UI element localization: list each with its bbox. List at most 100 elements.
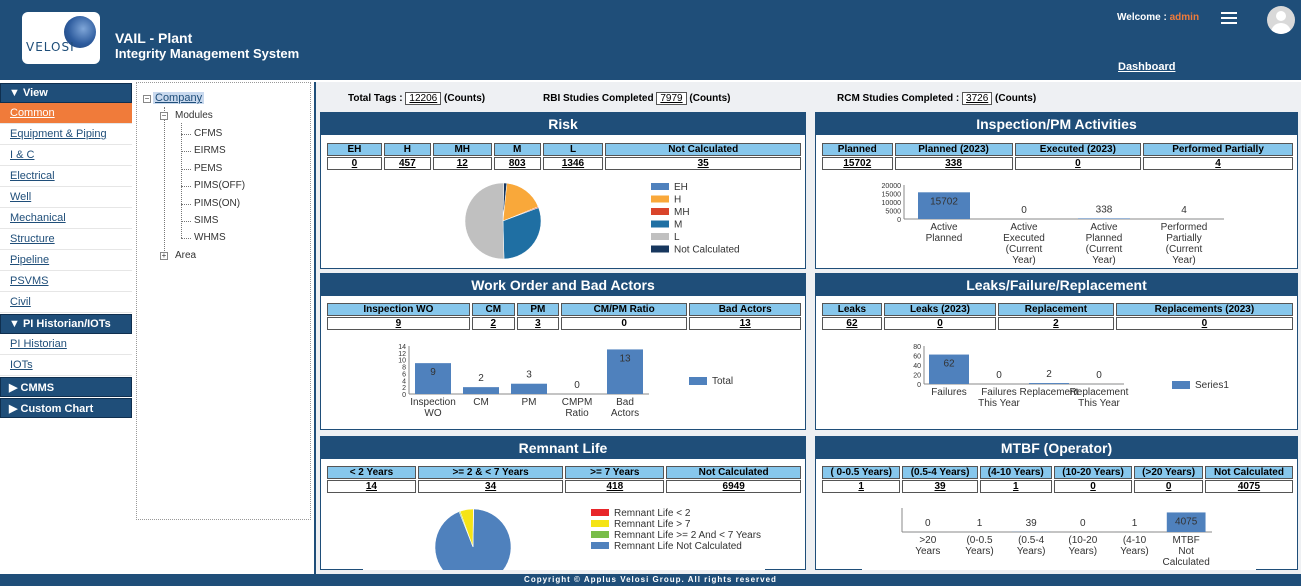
leaks-value[interactable]: 0 [883, 317, 997, 330]
tree-node-module[interactable]: SIMS [194, 215, 219, 226]
nav-item-pipeline[interactable]: Pipeline [0, 250, 132, 271]
risk-value[interactable]: 12 [432, 157, 492, 170]
hamburger-menu-icon[interactable] [1221, 12, 1237, 24]
rcm-value[interactable]: 3726 [962, 92, 993, 105]
asset-tree: − Company − Modules CFMS EIRMS PEMS PIMS… [136, 82, 311, 520]
inspection-value[interactable]: 0 [1014, 157, 1142, 170]
bar [415, 363, 451, 394]
x-tick-label: (0-0.5 Years) [965, 535, 994, 557]
app-title-line1: VAIL - Plant [115, 30, 193, 46]
tree-node-area[interactable]: Area [175, 250, 197, 261]
workorder-value[interactable]: 2 [471, 317, 515, 330]
leaks-bar-chart: 80 60 40 20 0 62 Failures 0 Failures This Year 2 Re… [862, 338, 1256, 424]
workorder-value[interactable]: 13 [689, 317, 801, 330]
tree-node-module[interactable]: PIMS(ON) [194, 198, 241, 209]
y-tick-label: 0 [402, 392, 406, 399]
risk-value[interactable]: 1346 [542, 157, 604, 170]
inspection-value[interactable]: 338 [894, 157, 1013, 170]
remnant-value[interactable]: 6949 [666, 480, 801, 493]
tree-node-module[interactable]: EIRMS [194, 145, 226, 156]
pie-slice [472, 508, 475, 548]
left-navigation: ▼ View Common Equipment & Piping I & C E… [0, 82, 134, 574]
nav-item-psvms[interactable]: PSVMS [0, 271, 132, 292]
remnant-header: >= 2 & < 7 Years [417, 466, 564, 479]
remnant-value[interactable]: 418 [565, 480, 665, 493]
tree-node-company[interactable]: Company [153, 92, 205, 104]
risk-value[interactable]: 0 [327, 157, 382, 170]
inspection-value[interactable]: 15702 [822, 157, 893, 170]
mtbf-value[interactable]: 0 [1053, 480, 1133, 493]
bar [511, 383, 547, 394]
tree-collapse-icon[interactable]: − [143, 94, 151, 103]
mtbf-value[interactable]: 4075 [1204, 480, 1293, 493]
legend-swatch [689, 377, 707, 385]
leaks-header: Replacement [998, 303, 1114, 316]
nav-item-pi-historian[interactable]: PI Historian [0, 334, 132, 355]
y-tick-label: 60 [913, 354, 921, 361]
risk-value[interactable]: 35 [605, 157, 801, 170]
tree-expand-icon[interactable]: + [160, 251, 168, 260]
y-tick-label: 5000 [885, 209, 901, 216]
risk-value[interactable]: 457 [383, 157, 431, 170]
dashboard-link[interactable]: Dashboard [1118, 61, 1176, 73]
tree-node-module[interactable]: CFMS [194, 128, 223, 139]
x-tick-label: (10-20 Years) [1068, 535, 1097, 557]
x-tick-label: Active Executed (Current Year) [1003, 222, 1045, 265]
y-tick-label: 12 [398, 351, 406, 358]
x-tick-label: Active Planned [926, 222, 963, 244]
leaks-header: Replacements (2023) [1115, 303, 1293, 316]
data-label: 3 [526, 370, 532, 381]
nav-group-cmms[interactable]: ▶ CMMS [0, 377, 132, 397]
remnant-value[interactable]: 34 [417, 480, 564, 493]
nav-item-civil[interactable]: Civil [0, 292, 132, 313]
x-tick-label: (4-10 Years) [1120, 535, 1149, 557]
app-title: VAIL - Plant Integrity Management System [115, 30, 299, 62]
legend-label: Remnant Life >= 2 And < 7 Years [614, 530, 761, 541]
leaks-value[interactable]: 62 [822, 317, 882, 330]
counts-unit: (Counts) [444, 93, 486, 104]
total-tags-value[interactable]: 12206 [405, 92, 442, 105]
risk-value[interactable]: 803 [493, 157, 541, 170]
nav-item-structure[interactable]: Structure [0, 229, 132, 250]
pie-slice [502, 182, 539, 222]
velosi-logo[interactable]: VELOSI [22, 12, 100, 64]
bar [1029, 383, 1069, 384]
workorder-value[interactable]: 3 [516, 317, 559, 330]
counts-unit: (Counts) [689, 93, 731, 104]
nav-item-equipment-piping[interactable]: Equipment & Piping [0, 124, 132, 145]
x-tick-label: MTBF Not Calculated [1163, 535, 1210, 568]
x-tick-label: Performed Partially (Current Year) [1161, 222, 1208, 265]
workorder-value[interactable]: 9 [327, 317, 470, 330]
data-label: 0 [1096, 370, 1102, 381]
mtbf-value[interactable]: 39 [902, 480, 978, 493]
tree-node-module[interactable]: PEMS [194, 163, 223, 174]
nav-item-electrical[interactable]: Electrical [0, 166, 132, 187]
mtbf-value[interactable]: 1 [979, 480, 1052, 493]
data-label: 15702 [930, 196, 958, 207]
tree-collapse-icon[interactable]: − [160, 111, 168, 120]
leaks-value[interactable]: 0 [1115, 317, 1293, 330]
rbi-value[interactable]: 7979 [656, 92, 687, 105]
user-avatar-icon[interactable] [1267, 6, 1295, 34]
legend-label: M [674, 220, 682, 231]
nav-item-common[interactable]: Common [0, 103, 132, 124]
nav-item-mechanical[interactable]: Mechanical [0, 208, 132, 229]
legend-label: EH [674, 182, 688, 193]
nav-group-view[interactable]: ▼ View [0, 83, 132, 103]
y-tick-label: 0 [917, 382, 921, 389]
nav-item-iots[interactable]: IOTs [0, 355, 132, 376]
tree-node-module[interactable]: WHMS [194, 232, 226, 243]
mtbf-value[interactable]: 0 [1134, 480, 1203, 493]
username: admin [1169, 12, 1200, 23]
remnant-value[interactable]: 14 [327, 480, 416, 493]
tree-node-module[interactable]: PIMS(OFF) [194, 180, 246, 191]
inspection-value[interactable]: 4 [1143, 157, 1293, 170]
mtbf-value[interactable]: 1 [822, 480, 901, 493]
nav-group-custom-chart[interactable]: ▶ Custom Chart [0, 398, 132, 418]
leaks-value[interactable]: 2 [998, 317, 1114, 330]
nav-item-i-and-c[interactable]: I & C [0, 145, 132, 166]
app-title-line2: Integrity Management System [115, 46, 300, 61]
tree-node-modules[interactable]: Modules [175, 110, 213, 121]
nav-item-well[interactable]: Well [0, 187, 132, 208]
nav-group-pi-historian[interactable]: ▼ PI Historian/IOTs [0, 314, 132, 334]
